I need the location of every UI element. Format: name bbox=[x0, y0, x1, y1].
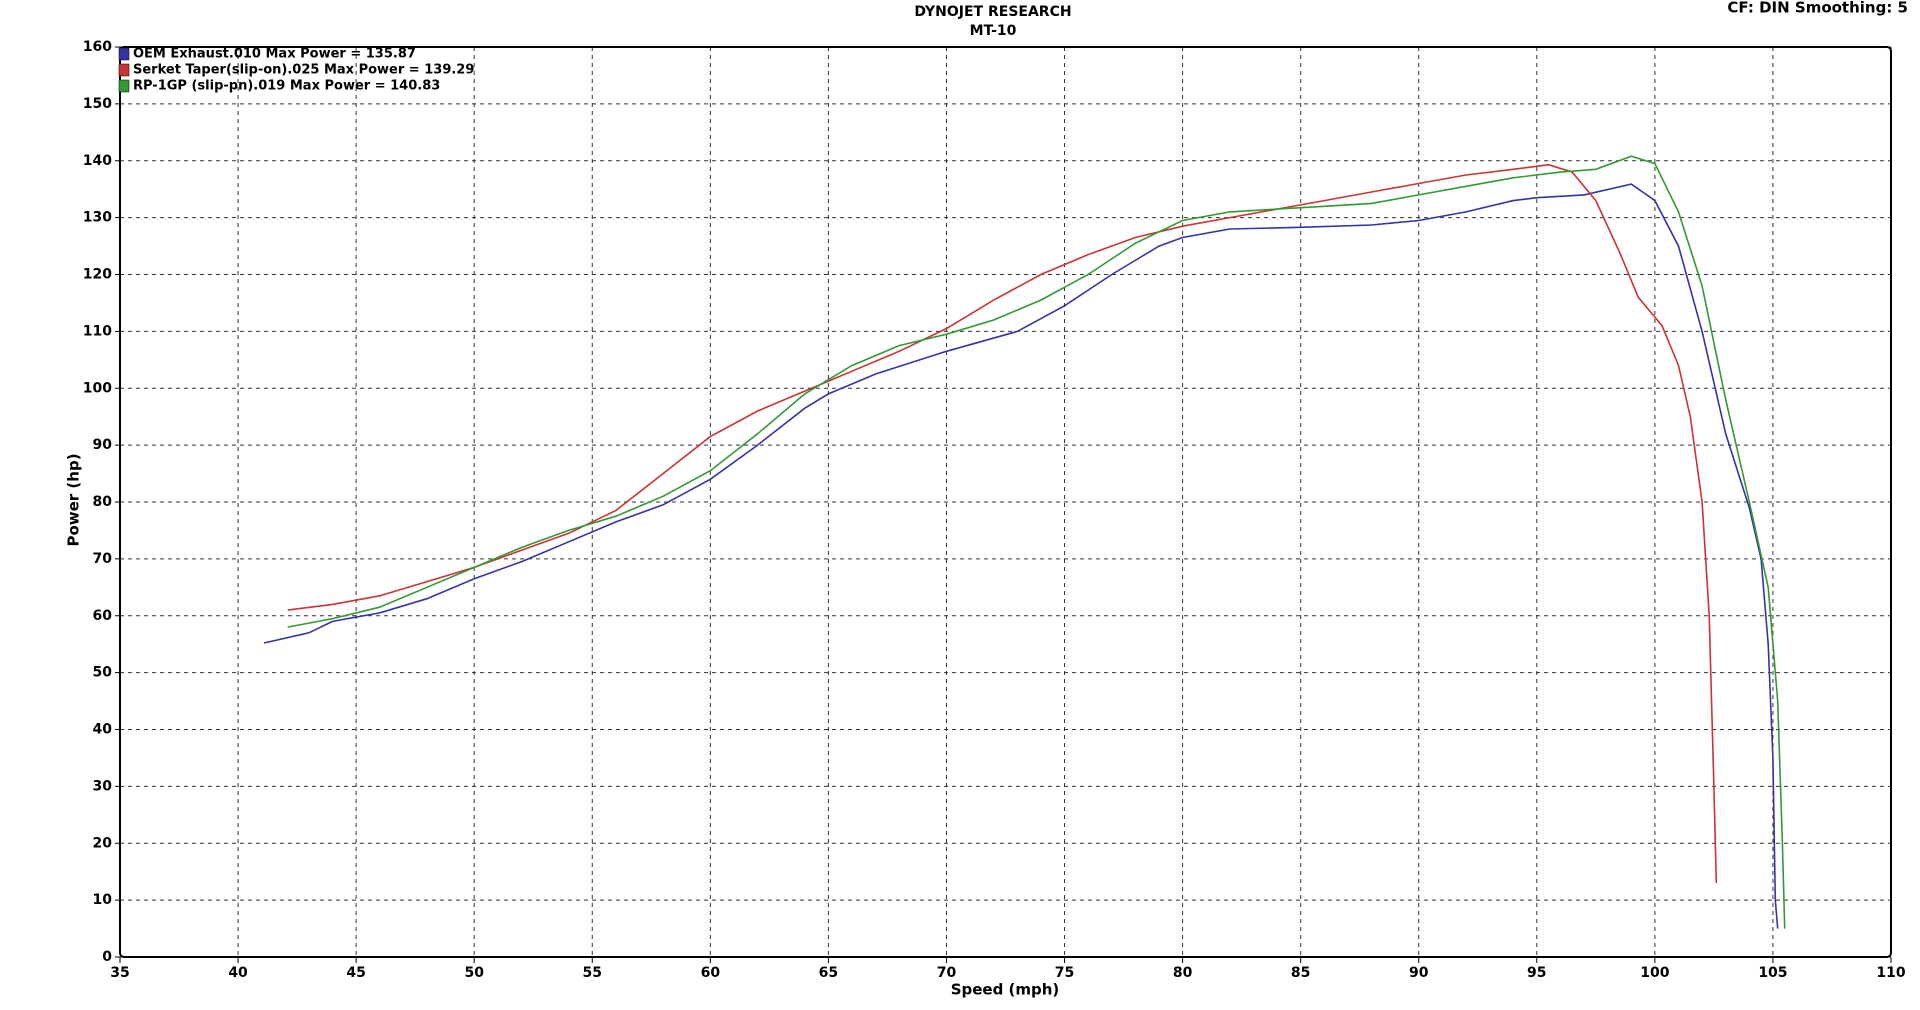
y-tick-label: 0 bbox=[102, 949, 112, 965]
x-tick-label: 75 bbox=[1055, 965, 1074, 981]
y-tick-label: 90 bbox=[93, 437, 113, 453]
y-tick-label: 150 bbox=[83, 96, 112, 112]
x-tick-label: 105 bbox=[1758, 965, 1787, 981]
y-tick-label: 120 bbox=[83, 267, 112, 283]
y-axis-label: Power (hp) bbox=[65, 453, 83, 546]
x-tick-label: 45 bbox=[346, 965, 365, 981]
series-line bbox=[263, 183, 1779, 929]
series-line bbox=[287, 163, 1718, 884]
x-tick-label: 70 bbox=[937, 965, 957, 981]
legend-label: OEM Exhaust.010 Max Power = 135.87 bbox=[133, 47, 416, 62]
y-tick-label: 70 bbox=[93, 551, 113, 567]
y-tick-label: 100 bbox=[83, 380, 112, 396]
y-tick-label: 20 bbox=[93, 835, 113, 851]
legend-swatch bbox=[118, 79, 130, 93]
y-tick-label: 80 bbox=[93, 494, 113, 510]
y-tick-label: 50 bbox=[93, 665, 113, 681]
corner-note: CF: DIN Smoothing: 5 bbox=[1727, 0, 1908, 17]
chart-title: DYNOJET RESEARCH bbox=[914, 4, 1071, 20]
x-tick-label: 60 bbox=[701, 965, 721, 981]
x-tick-label: 65 bbox=[819, 965, 838, 981]
x-tick-label: 80 bbox=[1173, 965, 1193, 981]
y-tick-label: 30 bbox=[93, 778, 113, 794]
y-tick-label: 140 bbox=[83, 153, 112, 169]
x-tick-label: 50 bbox=[464, 965, 484, 981]
x-tick-label: 40 bbox=[228, 965, 248, 981]
chart-subtitle: MT-10 bbox=[970, 23, 1017, 39]
x-axis-label: Speed (mph) bbox=[951, 981, 1060, 999]
series-line bbox=[287, 155, 1786, 929]
y-tick-label: 110 bbox=[83, 323, 112, 339]
x-tick-label: 100 bbox=[1640, 965, 1669, 981]
legend-label: Serket Taper(slip-on).025 Max Power = 13… bbox=[133, 63, 474, 78]
x-tick-label: 35 bbox=[110, 965, 129, 981]
x-tick-label: 55 bbox=[583, 965, 602, 981]
x-tick-label: 95 bbox=[1527, 965, 1546, 981]
plot-frame bbox=[119, 46, 1892, 958]
y-tick-label: 10 bbox=[93, 892, 113, 908]
legend-swatch bbox=[118, 63, 130, 77]
y-tick-label: 40 bbox=[93, 722, 113, 738]
legend-label: RP-1GP (slip-pn).019 Max Power = 140.83 bbox=[133, 79, 440, 94]
y-tick-label: 130 bbox=[83, 210, 112, 226]
x-tick-label: 90 bbox=[1409, 965, 1429, 981]
x-tick-label: 85 bbox=[1291, 965, 1310, 981]
legend-swatch bbox=[118, 47, 130, 61]
y-tick-label: 160 bbox=[83, 39, 112, 55]
y-tick-label: 60 bbox=[93, 608, 113, 624]
x-tick-label: 110 bbox=[1876, 965, 1905, 981]
